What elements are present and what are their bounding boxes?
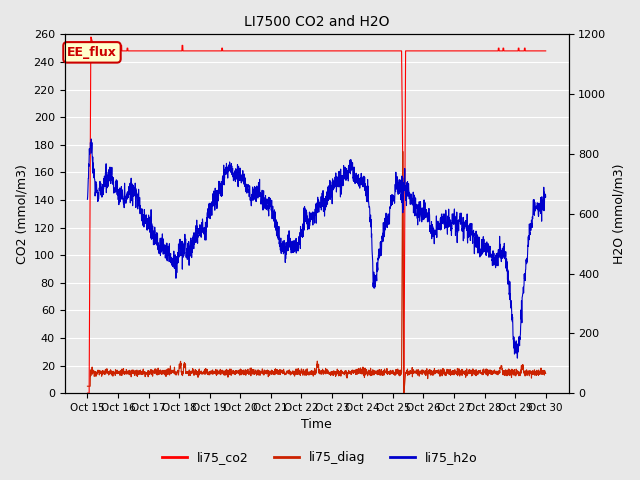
Y-axis label: CO2 (mmol/m3): CO2 (mmol/m3) [15,164,28,264]
X-axis label: Time: Time [301,419,332,432]
Legend: li75_co2, li75_diag, li75_h2o: li75_co2, li75_diag, li75_h2o [157,446,483,469]
Text: EE_flux: EE_flux [67,46,117,59]
Y-axis label: H2O (mmol/m3): H2O (mmol/m3) [612,164,625,264]
Title: LI7500 CO2 and H2O: LI7500 CO2 and H2O [244,15,389,29]
